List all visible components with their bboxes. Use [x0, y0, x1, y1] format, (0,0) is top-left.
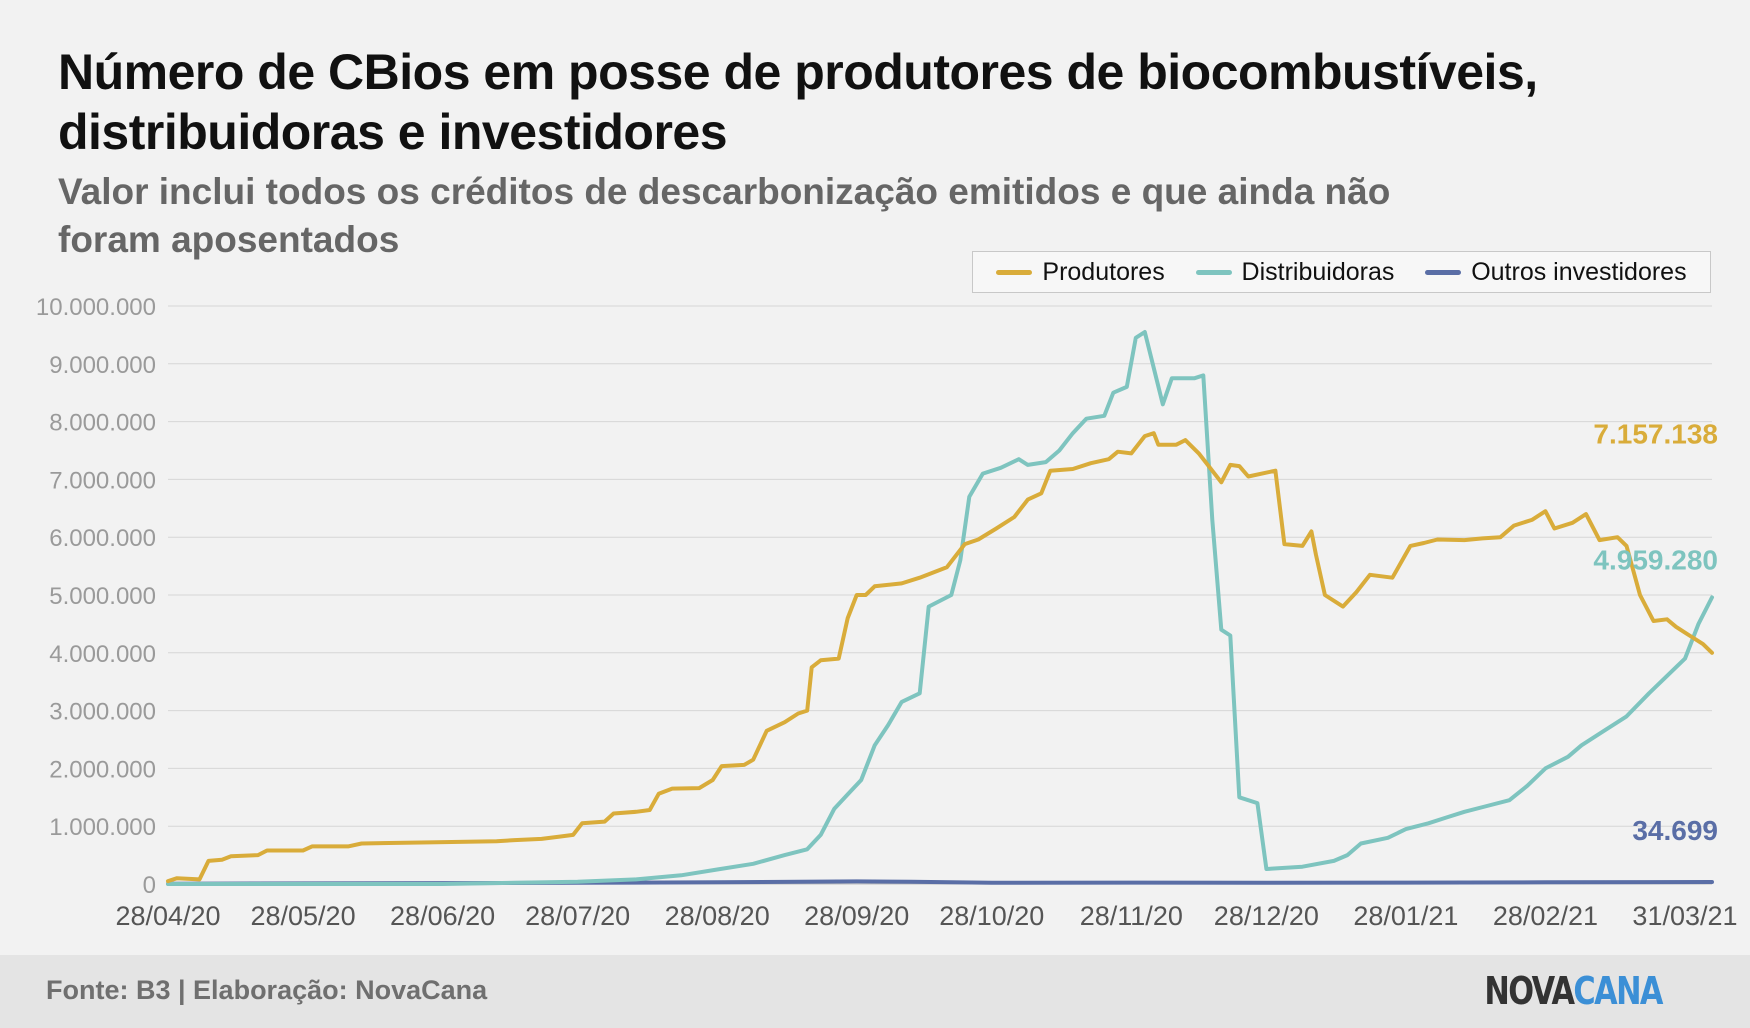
series-line-distribuidoras: [166, 330, 1714, 886]
y-tick-label: 6.000.000: [49, 525, 156, 552]
legend: Produtores Distribuidoras Outros investi…: [972, 251, 1711, 293]
legend-swatch-outros-investidores: [1425, 269, 1462, 275]
legend-label-outros-investidores: Outros investidores: [1471, 257, 1687, 286]
x-tick-label: 28/05/20: [250, 901, 355, 931]
y-tick-label: 4.000.000: [49, 641, 156, 668]
x-tick-label: 28/04/20: [115, 901, 220, 931]
end-label-outros-investidores: 34.699: [1632, 815, 1718, 846]
x-tick-label: 28/08/20: [665, 901, 770, 931]
legend-label-distribuidoras: Distribuidoras: [1241, 257, 1395, 286]
legend-item-produtores: Produtores: [996, 257, 1165, 287]
x-tick-label: 28/06/20: [390, 901, 495, 931]
footer: Fonte: B3 | Elaboração: NovaCana NOVACAN…: [0, 955, 1750, 1028]
legend-swatch-produtores: [996, 269, 1033, 275]
chart-title: Número de CBios em posse de produtores d…: [58, 44, 1538, 160]
source-note: Fonte: B3 | Elaboração: NovaCana: [46, 975, 488, 1005]
y-tick-label: 0: [143, 872, 156, 899]
x-tick-label: 28/11/20: [1080, 901, 1183, 931]
y-tick-label: 8.000.000: [49, 410, 156, 437]
end-label-distribuidoras: 4.959.280: [1593, 544, 1718, 575]
series-line-produtores: [166, 431, 1714, 884]
x-tick-label: 31/03/21: [1632, 901, 1737, 931]
x-tick-label: 28/07/20: [525, 901, 630, 931]
y-tick-label: 10.000.000: [36, 294, 156, 321]
x-tick-label: 28/12/20: [1214, 901, 1319, 931]
legend-item-outros-investidores: Outros investidores: [1425, 257, 1687, 287]
y-tick-label: 3.000.000: [49, 699, 156, 726]
x-tick-label: 28/01/21: [1353, 901, 1458, 931]
legend-swatch-distribuidoras: [1195, 269, 1232, 275]
y-tick-label: 1.000.000: [49, 814, 156, 841]
legend-item-distribuidoras: Distribuidoras: [1195, 257, 1395, 287]
y-tick-label: 5.000.000: [49, 583, 156, 610]
y-tick-label: 7.000.000: [49, 467, 156, 494]
series-line-outros-investidores: [166, 879, 1714, 886]
x-tick-label: 28/09/20: [804, 901, 909, 931]
chart-subtitle: Valor inclui todos os créditos de descar…: [58, 171, 1391, 260]
legend-label-produtores: Produtores: [1042, 257, 1165, 286]
x-tick-label: 28/02/21: [1493, 901, 1598, 931]
y-tick-label: 2.000.000: [49, 756, 156, 783]
novacana-logo: NOVACANA: [1484, 969, 1664, 1013]
x-tick-label: 28/10/20: [939, 901, 1044, 931]
y-tick-label: 9.000.000: [49, 352, 156, 379]
end-label-produtores: 7.157.138: [1593, 418, 1718, 449]
